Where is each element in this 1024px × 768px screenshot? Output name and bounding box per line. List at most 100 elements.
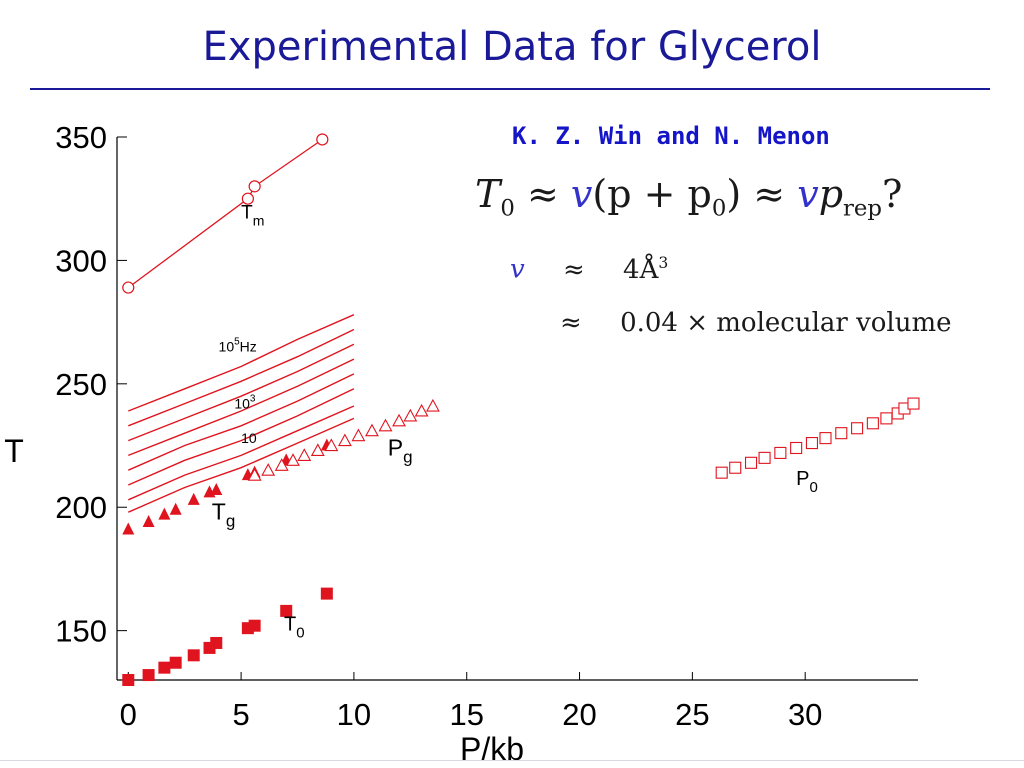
title-divider — [30, 88, 990, 90]
series-label-p-g: Pg — [388, 434, 413, 466]
y-tick-label: 350 — [55, 120, 107, 155]
frequency-curve — [128, 417, 355, 513]
annotation-base: 10 — [234, 396, 250, 412]
authors-credit: K. Z. Win and N. Menon — [512, 122, 830, 150]
frequency-annotation: 103 — [234, 394, 256, 412]
series-label-base: P — [388, 434, 403, 460]
x-tick-label: 20 — [562, 697, 596, 732]
volume-equation: v ≈ 4Å3 — [510, 254, 668, 285]
point-p-g — [378, 418, 393, 432]
annotation-base: 10 — [219, 339, 235, 355]
main-equation: T0 ≈ v(p + p0) ≈ vprep? — [475, 172, 902, 222]
point-p-g — [247, 467, 262, 481]
series-label-base: T — [212, 499, 226, 525]
point-p-0 — [880, 412, 893, 425]
footer-line — [0, 760, 1024, 761]
point-p-g — [392, 413, 406, 427]
point-p-0 — [758, 451, 771, 464]
point-p-0 — [790, 441, 803, 455]
y-tick-label: 150 — [55, 614, 107, 649]
point-p-0 — [866, 417, 879, 430]
point-t-m — [316, 133, 329, 146]
point-p-0 — [744, 456, 758, 469]
frequency-curve — [128, 388, 355, 486]
molecular-volume-equation: ≈ 0.04 × molecular volume — [510, 308, 952, 338]
series-label-base: P — [796, 468, 809, 490]
series-label-t-g: Tg — [212, 499, 236, 531]
frequency-curve — [128, 405, 355, 501]
x-tick-label: 25 — [675, 697, 709, 732]
y-tick-label: 250 — [55, 367, 107, 402]
frequency-annotation: 105Hz — [219, 337, 257, 355]
eq-v-1: v — [570, 172, 593, 216]
point-p-g — [261, 463, 276, 476]
slide-title: Experimental Data for Glycerol — [202, 24, 822, 70]
eq-p0-sub: 0 — [711, 195, 727, 222]
point-t-m — [248, 180, 261, 193]
eq-v-exp: 3 — [658, 254, 669, 272]
point-p-g — [286, 453, 300, 466]
eq-mv-value: 0.04 × molecular volume — [620, 308, 952, 338]
series-label-sub: g — [403, 447, 412, 466]
series-label-p-0: P0 — [796, 468, 818, 496]
frequency-curve — [128, 314, 355, 412]
eq-T: T — [475, 172, 501, 216]
annotation-exponent: 5 — [234, 337, 240, 348]
eq-v-symbol: v — [510, 254, 525, 285]
annotation-unit: Hz — [240, 339, 257, 355]
point-t-0 — [187, 649, 200, 662]
series-label-t-m: Tm — [241, 202, 264, 228]
point-p-g — [414, 403, 429, 417]
x-tick-label: 5 — [232, 697, 249, 732]
series-label-t-0: T0 — [284, 614, 305, 642]
eq-v-value: 4Å — [623, 254, 659, 285]
x-tick-label: 30 — [788, 697, 822, 732]
point-t-0 — [142, 669, 155, 682]
point-t-m — [241, 192, 254, 205]
eq-paren: (p + p — [592, 172, 712, 216]
eq-rep-sub: rep — [843, 195, 883, 222]
eq-question: ? — [882, 172, 903, 216]
eq-v-2: v — [797, 172, 819, 216]
point-p-g — [403, 408, 418, 422]
eq-mv-approx: ≈ — [560, 308, 582, 338]
y-axis-title: T — [4, 433, 24, 469]
point-p-g — [324, 438, 339, 452]
point-t-g — [169, 502, 182, 515]
series-line-t-m — [127, 138, 323, 289]
point-p-0 — [715, 466, 728, 479]
y-tick-label: 200 — [55, 490, 107, 525]
point-t-g — [122, 522, 135, 535]
series-label-sub: 0 — [810, 479, 818, 496]
y-tick-label: 300 — [55, 243, 107, 278]
x-tick-label: 0 — [120, 697, 137, 732]
frequency-curve — [128, 373, 355, 471]
point-t-0 — [210, 636, 223, 649]
eq-v-approx: ≈ — [562, 254, 585, 285]
point-t-0 — [169, 656, 182, 669]
point-p-g — [337, 433, 352, 447]
eq-T-sub: 0 — [500, 195, 515, 222]
series-label-base: T — [284, 614, 296, 636]
x-tick-label: 15 — [449, 697, 483, 732]
point-t-g — [210, 482, 223, 495]
point-p-g — [365, 423, 379, 437]
series-label-sub: 0 — [296, 625, 304, 642]
series-label-sub: g — [226, 512, 235, 531]
point-p-g — [274, 458, 289, 471]
eq-approx-2: ≈ — [753, 172, 786, 216]
frequency-curve — [128, 343, 355, 442]
x-axis-title: P/kb — [460, 731, 524, 767]
annotation-base: 10 — [241, 430, 257, 446]
point-p-0 — [907, 397, 920, 410]
point-p-g — [425, 398, 440, 412]
point-t-0 — [122, 674, 135, 686]
point-p-0 — [729, 461, 742, 474]
frequency-curve — [128, 328, 355, 427]
point-p-g — [297, 448, 312, 461]
frequency-annotation: 10 — [241, 430, 257, 446]
point-t-0 — [320, 587, 333, 600]
point-p-g — [310, 443, 325, 457]
point-p-0 — [774, 446, 787, 459]
point-t-m — [122, 281, 135, 294]
